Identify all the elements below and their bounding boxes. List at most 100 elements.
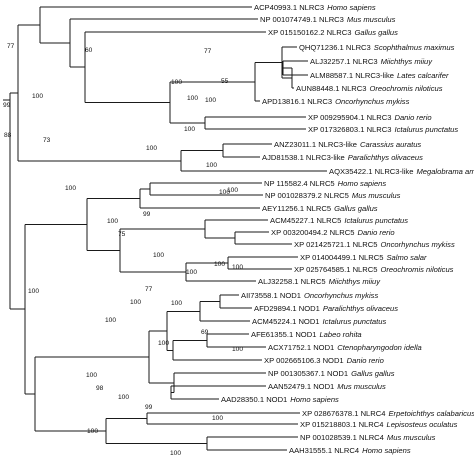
support-value: 98 [96,385,104,392]
support-value: 99 [3,102,11,109]
taxon-accession: XP 014004499.1 [300,253,359,262]
taxon-accession: ALJ32257.1 [310,57,353,66]
taxon-gene: NLRC5 [353,265,378,274]
taxon-gene: NLRC4 [361,409,386,418]
taxon-gene: NLRC3 [319,15,344,24]
taxon-gene: NOD1 [266,395,287,404]
taxon-gene: NLRC3 [342,84,367,93]
taxon-label: ANZ23011.1 NLRC3-like Carassius auratus [274,140,421,149]
taxon-gene: NLRC5 [316,216,341,225]
taxon-accession: AEY11256.1 [262,204,306,213]
taxon-gene: NOD1 [327,369,348,378]
support-value: 99 [145,404,153,411]
taxon-label: APD13816.1 NLRC3 Oncorhynchus mykiss [262,97,410,106]
taxon-label: ACM45224.1 NOD1 Ictalurus punctatus [252,317,386,326]
support-value: 100 [170,450,181,457]
taxon-label: ACM45227.1 NLRC5 Ictalurus punctatus [270,216,408,225]
taxon-gene: NLRC5 [306,204,331,213]
taxon-label: AFD29894.1 NOD1 Paralichthys olivaceus [254,304,398,313]
taxon-species: Oncorhynchus mykiss [335,97,409,106]
taxon-accession: NP 001074749.1 [260,15,319,24]
taxon-label: NP 115582.4 NLRC5 Homo sapiens [264,179,386,188]
taxon-accession: AAD28350.1 [221,395,266,404]
taxon-gene: NOD1 [298,317,319,326]
taxon-gene: NLRC5 [353,240,378,249]
taxon-gene: NLRC3 [299,3,324,12]
taxon-label: ALJ32258.1 NLRC5 Miichthys miiuy [258,277,381,286]
taxon-species: Salmo salar [386,253,427,262]
taxon-label: XP 025764585.1 NLRC5 Oreochromis niloticu… [294,265,454,274]
taxon-species: Erpetoichthys calabaricus [388,409,474,418]
taxon-accession: NP 115582.4 [264,179,310,188]
support-value: 100 [212,415,223,422]
taxon-species: Danio rerio [394,113,431,122]
taxon-species: Ictalurus punctatus [323,317,387,326]
support-value: 100 [105,317,116,324]
taxon-label: XP 002665106.3 NOD1 Danio rerio [264,356,384,365]
taxon-label: XP 003200494.2 NLRC5 Danio rerio [271,228,395,237]
support-value: 69 [201,329,209,336]
taxon-label: QHQ71236.1 NLRC3 Scophthalmus maximus [299,43,455,52]
support-value: 100 [171,300,182,307]
taxon-accession: QHQ71236.1 [299,43,346,52]
taxon-accession: ALJ32258.1 [258,277,301,286]
taxon-gene: NLRC4 [359,420,384,429]
taxon-accession: XP 003200494.2 [271,228,330,237]
taxon-gene: NLRC3 [346,43,371,52]
taxon-accession: XP 021425721.1 [294,240,353,249]
taxon-species: Miichthys miiuy [381,57,434,66]
support-value: 100 [206,162,217,169]
support-value: 100 [87,428,98,435]
taxon-species: Paralichthys olivaceus [323,304,398,313]
taxon-accession: NP 001305367.1 [268,369,327,378]
support-value: 100 [187,95,198,102]
taxon-label: NP 001074749.1 NLRC3 Mus musculus [260,15,396,24]
taxon-accession: NP 001028379.2 [265,191,324,200]
taxon-species: Lepisosteus oculatus [386,420,457,429]
taxon-accession: XP 028676378.1 [302,409,361,418]
support-value: 100 [227,187,238,194]
taxon-label: ACX71752.1 NOD1 Ctenopharyngodon idella [268,343,422,352]
taxon-gene: NLRC3 [307,97,332,106]
support-value: 100 [107,218,118,225]
taxon-accession: XP 015218803.1 [300,420,359,429]
taxon-label: AEY11256.1 NLRC5 Gallus gallus [262,204,378,213]
taxon-gene: NLRC5 [330,228,355,237]
taxon-species: Oncorhynchus mykiss [380,240,454,249]
taxon-label: XP 015150162.2 NLRC3 Gallus gallus [268,28,398,37]
taxon-label: AAD28350.1 NOD1 Homo sapiens [221,395,339,404]
taxon-species: Ictalurus punctatus [394,125,458,134]
taxon-gene: NLRC5 [359,253,384,262]
taxon-gene: NOD1 [313,343,334,352]
support-value: 100 [171,79,182,86]
taxon-accession: XP 017326803.1 [308,125,367,134]
taxon-gene: NLRC3-like [306,153,345,162]
taxon-accession: AJD81538.1 [262,153,306,162]
taxon-species: Homo sapiens [362,446,411,455]
taxon-gene: NLRC4 [359,433,384,442]
support-value: 100 [184,126,195,133]
taxon-accession: AUN88448.1 [296,84,342,93]
taxon-label: AUN88448.1 NLRC3 Oreochromis niloticus [296,84,443,93]
support-value: 99 [143,211,151,218]
taxon-label: ALJ32257.1 NLRC3 Miichthys miiuy [310,57,433,66]
taxon-gene: NLRC4 [334,446,359,455]
taxon-label: AII73558.1 NOD1 Oncorhynchus mykiss [241,291,378,300]
taxon-species: Labeo rohita [319,330,361,339]
taxon-label: XP 015218803.1 NLRC4 Lepisosteus oculatus [300,420,458,429]
taxon-accession: AQX35422.1 [329,167,375,176]
taxon-accession: XP 015150162.2 [268,28,327,37]
taxon-species: Homo sapiens [338,179,387,188]
support-value: 77 [7,43,15,50]
support-value: 100 [32,93,43,100]
taxon-gene: NLRC3-like [318,140,357,149]
taxon-gene: NOD1 [299,304,320,313]
support-value: 77 [204,48,212,55]
taxon-gene: NLRC5 [324,191,349,200]
support-value: 100 [219,189,230,196]
taxon-species: Ctenopharyngodon idella [337,343,421,352]
taxon-gene: NLRC5 [301,277,326,286]
taxon-species: Oreochromis niloticus [370,84,443,93]
